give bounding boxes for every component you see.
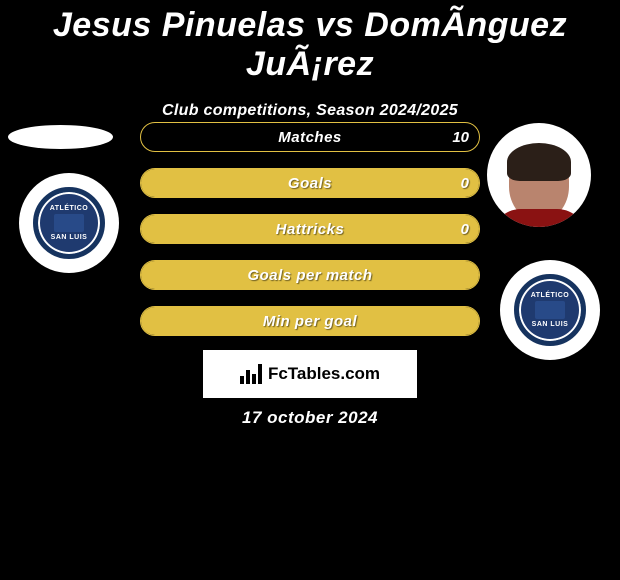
stat-row: Matches10 bbox=[140, 122, 480, 152]
club-crest-top-text: ATLÉTICO bbox=[50, 205, 88, 212]
date-label: 17 october 2024 bbox=[0, 408, 620, 428]
stat-row-label: Hattricks bbox=[141, 215, 479, 243]
club-crest-left: ATLÉTICO SAN LUIS bbox=[33, 187, 105, 259]
stat-row-label: Goals bbox=[141, 169, 479, 197]
club-crest-shield-icon bbox=[54, 214, 84, 232]
stat-row: Min per goal bbox=[140, 306, 480, 336]
stat-row-label: Goals per match bbox=[141, 261, 479, 289]
source-logo-box: FcTables.com bbox=[203, 350, 417, 398]
avatar-face bbox=[509, 149, 569, 221]
club-crest-bottom-text: SAN LUIS bbox=[51, 234, 88, 241]
club-crest-top-text: ATLÉTICO bbox=[531, 292, 569, 299]
club-crest-right: ATLÉTICO SAN LUIS bbox=[514, 274, 586, 346]
avatar-shoulders bbox=[491, 209, 587, 227]
comparison-infographic: Jesus Pinuelas vs DomÃ­nguez JuÃ¡rez Clu… bbox=[0, 0, 620, 580]
player-left-avatar bbox=[8, 125, 113, 149]
stats-bars: Matches10Goals0Hattricks0Goals per match… bbox=[140, 122, 480, 352]
club-crest-bottom-text: SAN LUIS bbox=[532, 321, 569, 328]
player-left-club-badge: ATLÉTICO SAN LUIS bbox=[19, 173, 119, 273]
stat-row: Goals per match bbox=[140, 260, 480, 290]
stat-row-label: Min per goal bbox=[141, 307, 479, 335]
barchart-icon bbox=[240, 364, 262, 384]
stat-row-right-value: 10 bbox=[452, 123, 469, 151]
stat-row-right-value: 0 bbox=[461, 169, 469, 197]
source-logo-text: FcTables.com bbox=[268, 364, 380, 384]
club-crest-shield-icon bbox=[535, 301, 565, 319]
page-title: Jesus Pinuelas vs DomÃ­nguez JuÃ¡rez bbox=[0, 0, 620, 84]
stat-row-right-value: 0 bbox=[461, 215, 469, 243]
page-subtitle: Club competitions, Season 2024/2025 bbox=[0, 102, 620, 120]
stat-row: Goals0 bbox=[140, 168, 480, 198]
stat-row-label: Matches bbox=[141, 123, 479, 151]
player-right-club-badge: ATLÉTICO SAN LUIS bbox=[500, 260, 600, 360]
avatar-hair bbox=[507, 143, 571, 181]
player-right-avatar bbox=[487, 123, 591, 227]
stat-row: Hattricks0 bbox=[140, 214, 480, 244]
